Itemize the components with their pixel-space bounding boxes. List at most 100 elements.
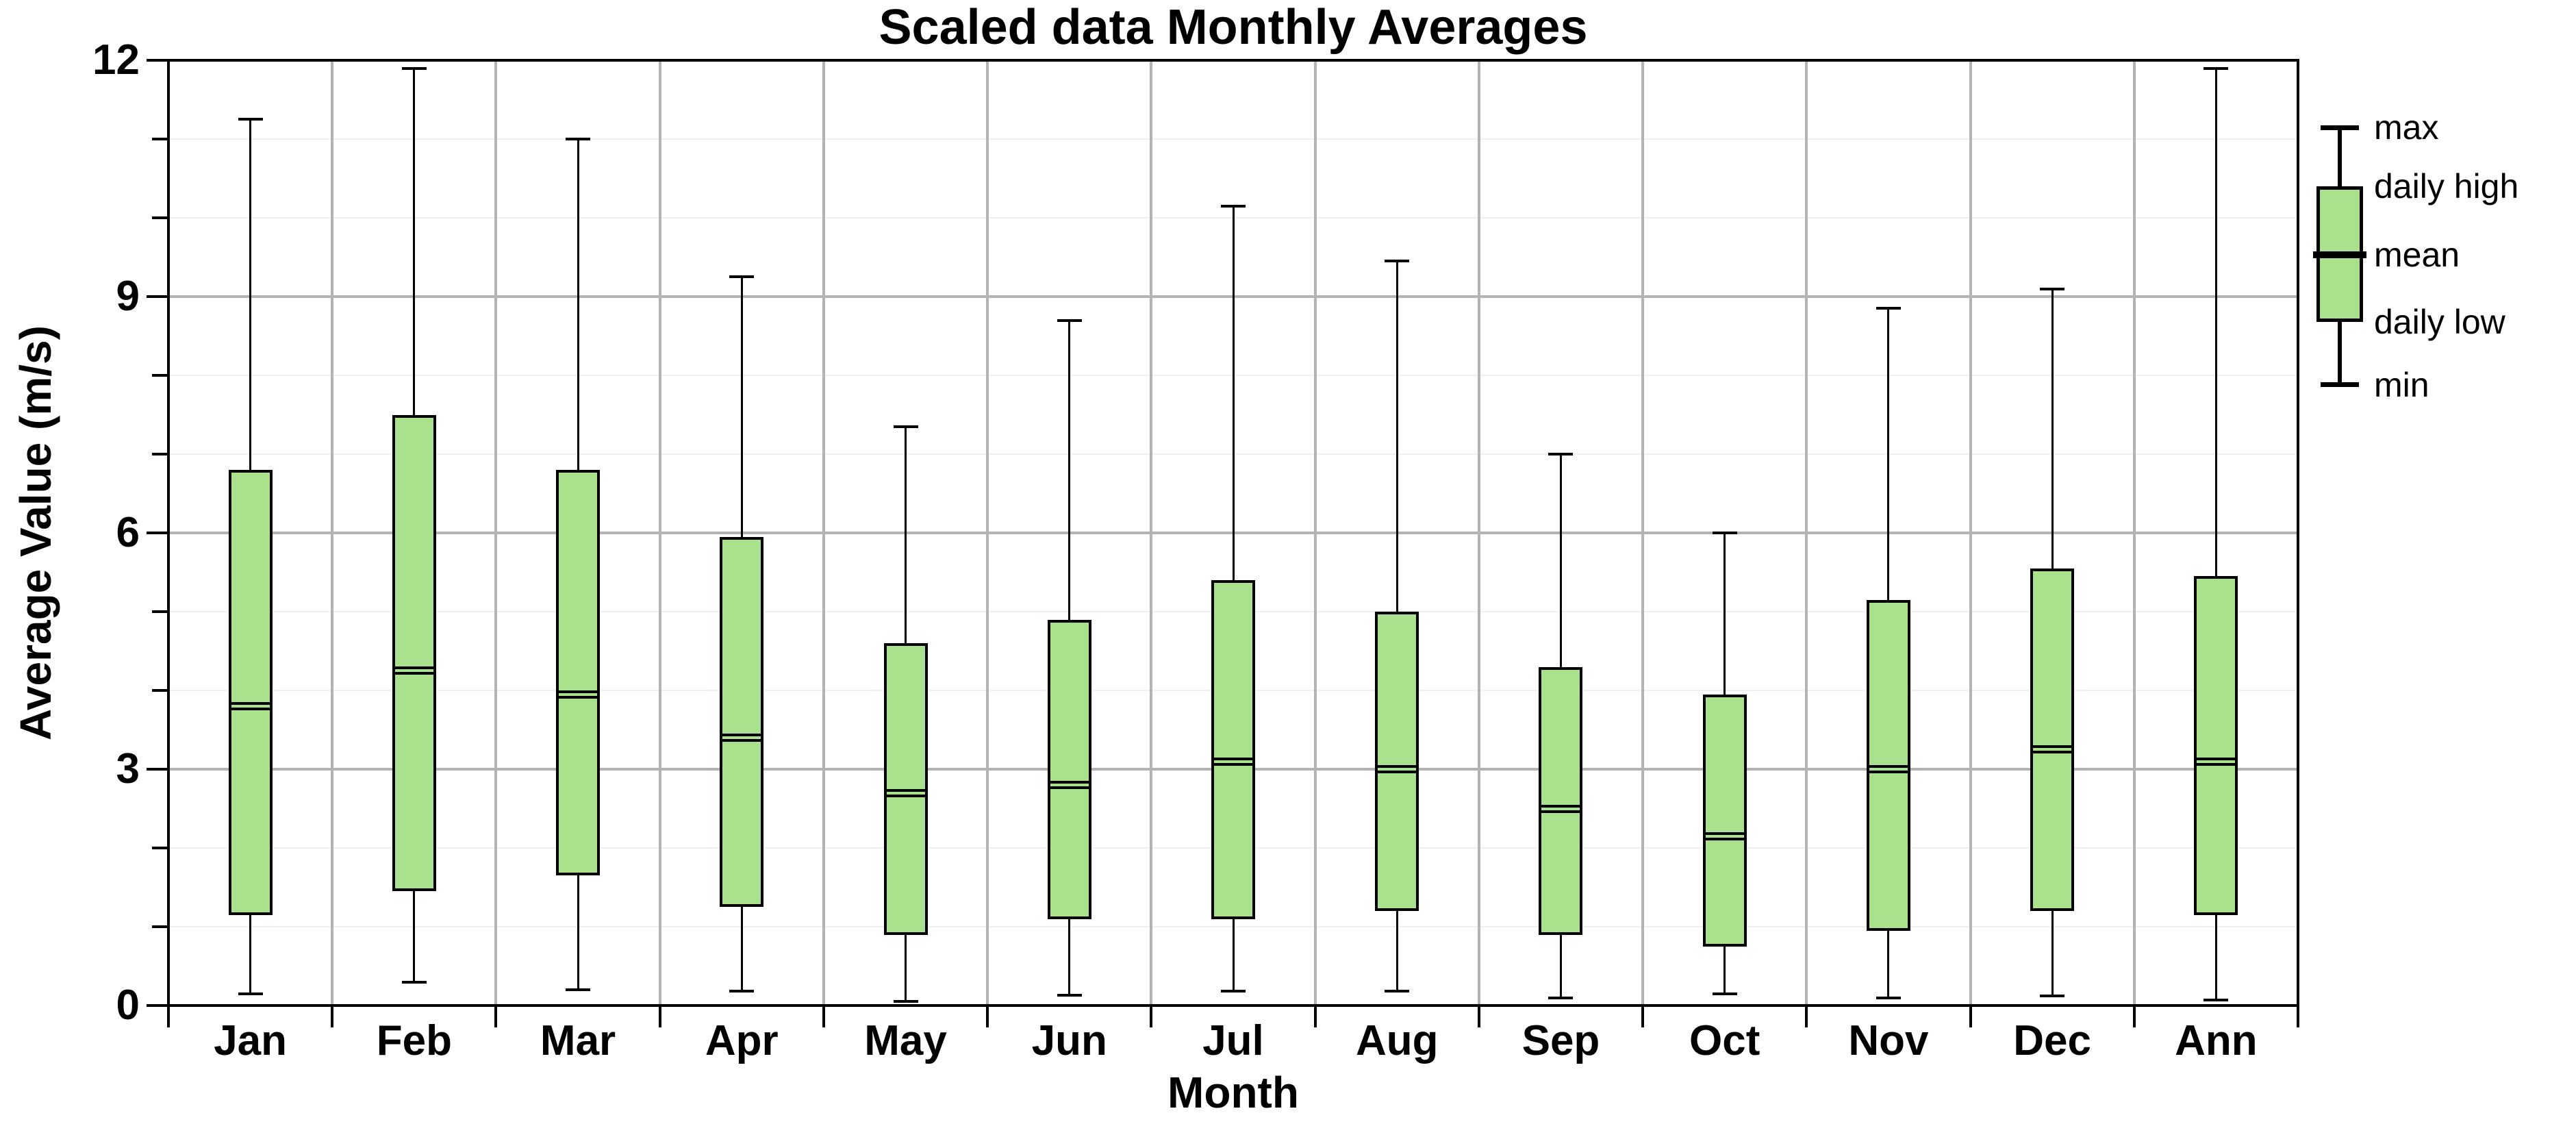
box — [1375, 612, 1419, 911]
gridline-minor — [168, 138, 2298, 140]
x-tick-label: Feb — [376, 1017, 452, 1064]
x-tick — [986, 1007, 989, 1027]
x-tick-label: Sep — [1521, 1017, 1600, 1064]
legend-label-daily-high: daily high — [2374, 167, 2519, 205]
gridline-vertical — [658, 60, 661, 1006]
whisker-cap-min — [729, 990, 755, 993]
x-tick-label: Jun — [1031, 1017, 1107, 1064]
y-tick-label: 0 — [116, 982, 140, 1029]
mean-line — [1050, 781, 1089, 789]
x-tick — [1641, 1007, 1645, 1027]
x-tick — [1477, 1007, 1480, 1027]
gridline-vertical — [986, 60, 989, 1006]
y-tick — [152, 925, 167, 928]
x-tick-label: Oct — [1689, 1017, 1760, 1064]
whisker-cap-min — [1876, 996, 1901, 999]
whisker-cap-max — [1712, 532, 1737, 534]
legend-label-min: min — [2374, 366, 2429, 404]
whisker-cap-max — [1221, 204, 1246, 208]
box — [1211, 580, 1255, 919]
x-tick — [1969, 1007, 1972, 1027]
y-tick — [147, 532, 167, 534]
y-tick — [152, 138, 167, 140]
x-tick — [167, 1007, 170, 1027]
x-tick — [494, 1007, 498, 1027]
whisker-cap-min — [1385, 990, 1410, 993]
mean-line — [886, 788, 925, 797]
whisker-cap-max — [1057, 319, 1082, 322]
x-tick-label: Jul — [1202, 1017, 1264, 1064]
mean-line — [1541, 804, 1580, 813]
x-tick-label: Mar — [540, 1017, 616, 1064]
whisker-cap-min — [1712, 992, 1737, 995]
y-tick — [147, 59, 167, 62]
y-tick — [147, 1004, 167, 1007]
mean-line — [231, 702, 270, 710]
x-tick — [2132, 1007, 2136, 1027]
legend: max daily high mean daily low min — [2306, 103, 2576, 425]
x-tick-label: Ann — [2175, 1017, 2258, 1064]
whisker-cap-max — [238, 118, 263, 121]
whisker-cap-min — [2040, 995, 2065, 998]
x-tick-label: Jan — [214, 1017, 288, 1064]
x-tick — [658, 1007, 661, 1027]
x-tick — [2297, 1007, 2299, 1027]
mean-line — [1378, 765, 1417, 773]
whisker-cap-max — [1548, 453, 1574, 455]
y-tick — [152, 453, 167, 455]
x-tick-label: Aug — [1355, 1017, 1439, 1064]
y-tick-label: 12 — [92, 36, 140, 84]
mean-line — [1705, 832, 1744, 840]
whisker-cap-min — [566, 988, 591, 991]
whisker-cap-min — [1057, 994, 1082, 997]
gridline-vertical — [1969, 60, 1972, 1006]
box — [1539, 666, 1583, 935]
mean-line — [1214, 757, 1252, 766]
gridline-vertical — [494, 60, 498, 1006]
mean-line — [1869, 765, 1908, 773]
x-tick-label: Dec — [2013, 1017, 2092, 1064]
mean-line — [2197, 757, 2236, 766]
gridline-vertical — [1150, 60, 1153, 1006]
y-tick — [147, 768, 167, 771]
box — [1702, 694, 1747, 947]
x-tick-label: Apr — [705, 1017, 779, 1064]
x-tick — [331, 1007, 334, 1027]
mean-line — [722, 734, 761, 742]
y-tick — [152, 216, 167, 219]
y-tick-label: 3 — [116, 745, 140, 792]
gridline-vertical — [1477, 60, 1480, 1006]
whisker-cap-min — [238, 992, 263, 995]
whisker-cap-min — [893, 1000, 918, 1003]
gridline-vertical — [2132, 60, 2136, 1006]
whisker-cap-min — [1548, 996, 1574, 999]
whisker-cap-max — [2204, 66, 2229, 70]
y-tick — [152, 610, 167, 613]
box — [392, 414, 436, 892]
x-tick — [1805, 1007, 1808, 1027]
y-tick — [152, 847, 167, 849]
legend-min-cap-icon — [2321, 382, 2359, 387]
whisker-cap-max — [1876, 307, 1901, 310]
y-tick — [152, 689, 167, 692]
x-tick — [1150, 1007, 1153, 1027]
y-tick-label: 9 — [116, 273, 140, 320]
whisker-cap-max — [566, 138, 591, 140]
gridline-vertical — [1805, 60, 1808, 1006]
whisker-cap-max — [729, 275, 755, 279]
gridline-vertical — [822, 60, 825, 1006]
legend-label-daily-low: daily low — [2374, 303, 2505, 341]
legend-label-max: max — [2374, 108, 2439, 147]
mean-line — [394, 666, 433, 675]
x-tick-label: May — [864, 1017, 947, 1064]
x-tick-label: Nov — [1848, 1017, 1929, 1064]
y-tick-label: 6 — [116, 509, 140, 556]
whisker-cap-max — [893, 425, 918, 428]
mean-line — [2033, 745, 2072, 754]
whisker-cap-min — [2204, 998, 2229, 1001]
y-tick — [147, 295, 167, 298]
box — [2194, 576, 2238, 915]
gridline-vertical — [1313, 60, 1317, 1006]
